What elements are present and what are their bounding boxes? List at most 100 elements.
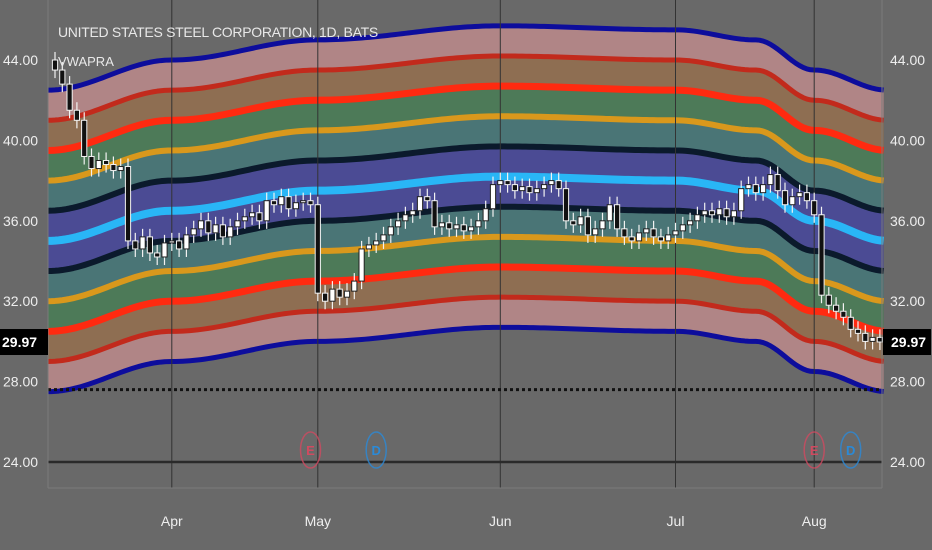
dividend-marker[interactable]	[839, 431, 862, 469]
last-price-box	[883, 329, 931, 356]
y-tick-right: 24.00	[890, 454, 925, 470]
candle-body	[519, 186, 526, 192]
candle-body	[409, 210, 416, 216]
x-tick-Jun: Jun	[489, 513, 512, 529]
candle-body	[300, 200, 307, 204]
candle-body	[256, 212, 263, 222]
candle-body	[489, 184, 497, 210]
candle-body	[59, 69, 66, 85]
candle-body	[212, 224, 219, 234]
candle-body	[197, 220, 205, 230]
y-tick-right: 44.00	[890, 52, 925, 68]
candle-body	[825, 294, 832, 306]
band-line-lower-2	[47, 233, 884, 305]
earnings-marker[interactable]	[803, 431, 825, 469]
candle-body	[278, 196, 285, 206]
candle-body	[154, 252, 161, 258]
last-price-box	[0, 329, 48, 356]
y-tick-left: 32.00	[3, 293, 38, 309]
candle-body	[103, 160, 110, 166]
candle-body	[723, 208, 730, 218]
candle-body	[227, 226, 234, 238]
candle-body	[183, 234, 190, 250]
band-line-upper-4	[47, 53, 884, 123]
candle-body	[132, 240, 139, 250]
candle-body	[446, 222, 453, 230]
candle-body	[803, 192, 810, 202]
candle-body	[847, 316, 854, 330]
y-tick-right: 40.00	[890, 132, 925, 148]
candle-body	[781, 190, 789, 206]
candle-body	[840, 310, 847, 318]
x-tick-Apr: Apr	[161, 513, 183, 529]
candle-body	[511, 184, 518, 192]
candle-body	[51, 59, 59, 71]
earnings-marker-label: E	[306, 443, 315, 458]
candle-body	[263, 200, 270, 222]
vwap-bands	[47, 23, 884, 395]
dividend-marker[interactable]	[365, 431, 387, 469]
band-line-upper-3	[47, 82, 884, 154]
band-line-upper-5	[47, 23, 884, 93]
candle-body	[380, 234, 387, 242]
candle-body	[716, 208, 723, 216]
candle-body	[205, 220, 212, 234]
candle-body	[650, 228, 657, 238]
candle-body	[176, 240, 183, 250]
candle-body	[482, 208, 489, 222]
candle-body	[336, 288, 343, 298]
candle-body	[285, 196, 292, 210]
earnings-marker[interactable]	[299, 431, 322, 469]
candle-body	[453, 224, 460, 230]
x-tick-May: May	[305, 513, 331, 529]
y-tick-left: 28.00	[3, 374, 38, 390]
candle-body	[241, 216, 248, 222]
candle-body	[767, 174, 774, 186]
candle-body	[533, 188, 540, 194]
candle-body	[365, 244, 372, 250]
candle-body	[745, 184, 752, 190]
candle-body	[314, 204, 321, 294]
candle-body	[139, 236, 146, 250]
band-line-upper-1	[47, 143, 884, 214]
candle-body	[270, 200, 278, 206]
candle-body	[95, 160, 102, 170]
candle-body	[570, 220, 577, 226]
dividend-marker-label: D	[372, 443, 381, 458]
candle-body	[424, 196, 431, 202]
candle-body	[431, 200, 438, 228]
candle-body	[643, 228, 650, 234]
candle-body	[219, 224, 227, 238]
candle-body	[687, 220, 694, 226]
earnings-marker-label: E	[810, 443, 819, 458]
candle-body	[402, 214, 409, 222]
candle-body	[694, 214, 701, 222]
candle-body	[475, 220, 482, 228]
candle-body	[760, 184, 767, 194]
candle-body	[234, 220, 241, 228]
candle-body	[541, 184, 548, 190]
candle-body	[577, 216, 584, 226]
indicator-label: VWAPRA	[58, 54, 114, 69]
candle-body	[555, 180, 562, 190]
candle-body	[249, 212, 256, 218]
candle-body	[343, 290, 351, 298]
candle-body	[628, 236, 635, 242]
x-tick-Aug: Aug	[802, 513, 827, 529]
candle-body	[774, 174, 781, 192]
candle-body	[621, 228, 628, 238]
candle-body	[387, 226, 394, 236]
candle-body	[168, 240, 175, 244]
candle-body	[833, 304, 840, 312]
chart-title: UNITED STATES STEEL CORPORATION, 1D, BAT…	[58, 24, 378, 40]
candle-body	[862, 332, 869, 342]
candle-body	[468, 226, 475, 232]
candle-body	[752, 184, 759, 194]
candle-body	[146, 236, 154, 254]
candle-body	[701, 210, 708, 216]
candle-body	[110, 164, 117, 172]
candle-body	[292, 202, 299, 210]
candle-body	[329, 288, 336, 302]
